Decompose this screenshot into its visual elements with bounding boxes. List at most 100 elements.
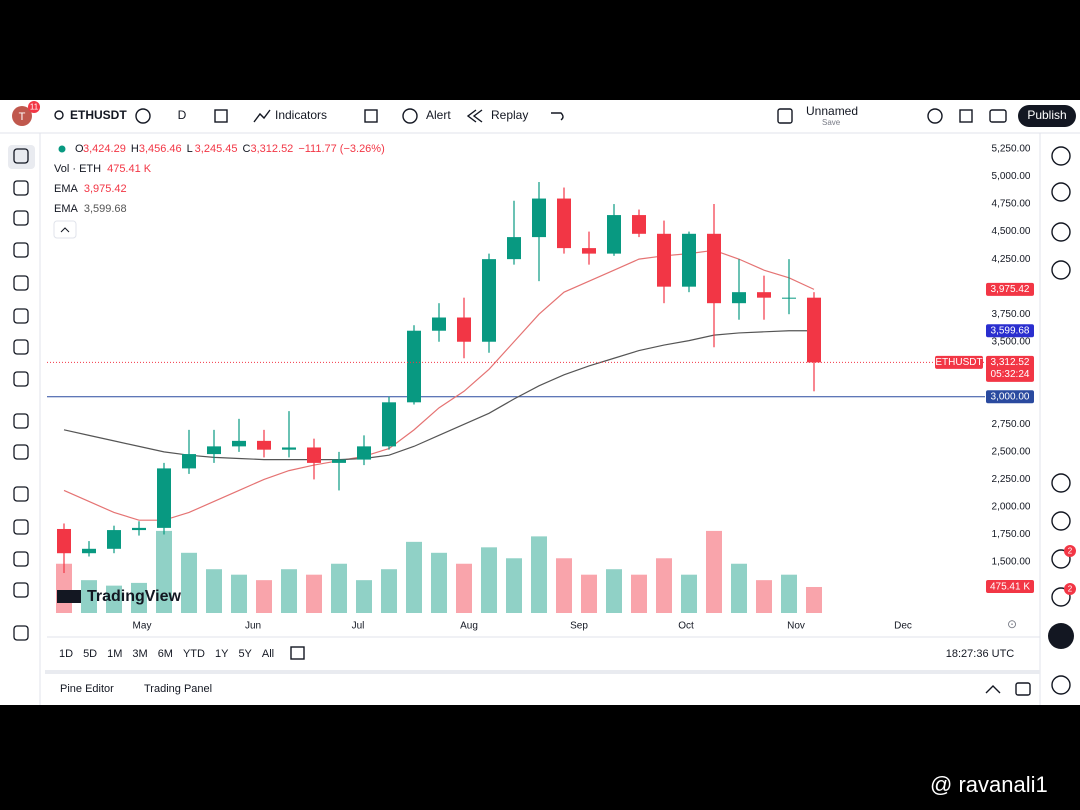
- x-tick-label: Oct: [678, 621, 694, 632]
- fullscreen-icon[interactable]: [959, 109, 973, 123]
- y-tick-label: 4,500.00: [992, 226, 1031, 237]
- sidebar-icon[interactable]: [1051, 222, 1071, 242]
- layout-icon[interactable]: [777, 108, 793, 124]
- tool-icon[interactable]: [13, 275, 29, 291]
- range-button[interactable]: 6M: [158, 648, 173, 660]
- tool-icon[interactable]: [13, 180, 29, 196]
- collapse-icon[interactable]: [985, 685, 1001, 694]
- watermark: @ ravanali1: [930, 772, 1048, 797]
- countdown: 05:32:24: [991, 369, 1030, 380]
- x-tick-label: Dec: [894, 621, 912, 632]
- bar-style-icon[interactable]: [214, 109, 228, 123]
- tool-icon[interactable]: [13, 308, 29, 324]
- left-toolbar: [8, 145, 35, 641]
- sidebar-icon[interactable]: [1051, 473, 1071, 493]
- tool-icon[interactable]: [13, 625, 29, 641]
- sidebar-icon[interactable]: [1051, 587, 1071, 607]
- sidebar-icon[interactable]: [1051, 549, 1071, 569]
- sidebar-icon[interactable]: [1051, 146, 1071, 166]
- price-tag: [986, 282, 1034, 296]
- chevron: [60, 227, 70, 233]
- logo-mark: [57, 590, 81, 603]
- price-tag-label: 3,975.42: [991, 284, 1030, 295]
- app-bg: [0, 100, 1080, 705]
- candle-body: [657, 233, 671, 287]
- sidebar-icon[interactable]: [1051, 182, 1071, 202]
- templates-icon[interactable]: [364, 109, 378, 123]
- candle-body: [182, 454, 196, 469]
- indicators-icon[interactable]: [253, 109, 271, 123]
- legend-name: EMA: [54, 203, 79, 215]
- date-range-icon[interactable]: [290, 646, 305, 660]
- settings-icon[interactable]: [927, 108, 943, 124]
- sidebar-icon[interactable]: [1051, 511, 1071, 531]
- replay-icon[interactable]: [466, 109, 483, 123]
- tool-icon[interactable]: [13, 210, 29, 226]
- range-button[interactable]: 1D: [59, 648, 73, 660]
- volume-bar: [306, 574, 322, 613]
- add-icon[interactable]: [135, 108, 151, 124]
- range-button[interactable]: All: [262, 648, 274, 660]
- tool-icon[interactable]: [13, 413, 29, 429]
- undo-icon[interactable]: [551, 112, 564, 121]
- tool-icon[interactable]: [13, 148, 29, 164]
- tool-icon[interactable]: [13, 371, 29, 387]
- price-tag: [986, 390, 1034, 404]
- range-button[interactable]: YTD: [183, 648, 205, 660]
- right-sidebar: 22: [1048, 146, 1076, 695]
- tool-icon[interactable]: [13, 444, 29, 460]
- candle-body: [357, 446, 371, 460]
- alert[interactable]: Alert: [426, 108, 451, 122]
- tool-icon[interactable]: [13, 551, 29, 567]
- ohlc-value: 3,245.45: [195, 143, 238, 155]
- sidebar-icon[interactable]: [1051, 260, 1071, 280]
- divider: [45, 670, 1040, 674]
- x-tick-label: Jun: [245, 621, 261, 632]
- range-button[interactable]: 5D: [83, 648, 97, 660]
- range-button[interactable]: 1M: [107, 648, 122, 660]
- publish-button[interactable]: [1018, 105, 1076, 127]
- range-button[interactable]: 1Y: [215, 648, 229, 660]
- avatar-letter: T: [19, 111, 26, 123]
- volume-bar: [331, 563, 347, 613]
- avatar[interactable]: [12, 106, 32, 126]
- candle-body: [757, 292, 771, 298]
- volume-bar: [731, 563, 747, 613]
- price-tag-label: 3,000.00: [991, 391, 1030, 402]
- tool-icon[interactable]: [13, 242, 29, 258]
- tool-icon[interactable]: [13, 519, 29, 535]
- status-dot: [58, 145, 66, 153]
- volume-bar: [106, 585, 122, 613]
- replay[interactable]: Replay: [491, 108, 528, 122]
- range-button[interactable]: 3M: [132, 648, 147, 660]
- candle-body: [232, 440, 246, 447]
- legend-value: 3,975.42: [84, 183, 127, 195]
- tool-icon[interactable]: [13, 582, 29, 598]
- range-button[interactable]: 5Y: [238, 648, 252, 660]
- indicators[interactable]: Indicators: [275, 108, 327, 122]
- ohlc-key: O: [75, 143, 84, 155]
- sidebar-icon[interactable]: [1051, 675, 1071, 695]
- symbol[interactable]: ETHUSDT: [70, 108, 127, 122]
- search-icon[interactable]: [54, 110, 64, 120]
- tool-icon[interactable]: [13, 339, 29, 355]
- candle-body: [282, 447, 296, 450]
- snapshot-icon[interactable]: [989, 109, 1007, 123]
- alert-icon[interactable]: [402, 108, 418, 124]
- volume-bar: [706, 530, 722, 613]
- clock: 18:27:36 UTC: [946, 648, 1015, 660]
- y-tick-label: 3,500.00: [992, 336, 1031, 347]
- interval[interactable]: D: [178, 108, 187, 122]
- volume-bar: [781, 574, 797, 613]
- bottom-tab[interactable]: Trading Panel: [144, 683, 212, 695]
- apps-button[interactable]: [1048, 623, 1074, 649]
- maximize-icon[interactable]: [1015, 682, 1031, 696]
- tool-icon[interactable]: [13, 486, 29, 502]
- candle-body: [632, 215, 646, 234]
- bottom-tab[interactable]: Pine Editor: [60, 683, 114, 695]
- candle-body: [157, 468, 171, 528]
- candle-body: [457, 317, 471, 342]
- layout-name[interactable]: Unnamed: [806, 104, 858, 118]
- collapse-legend[interactable]: [53, 220, 77, 239]
